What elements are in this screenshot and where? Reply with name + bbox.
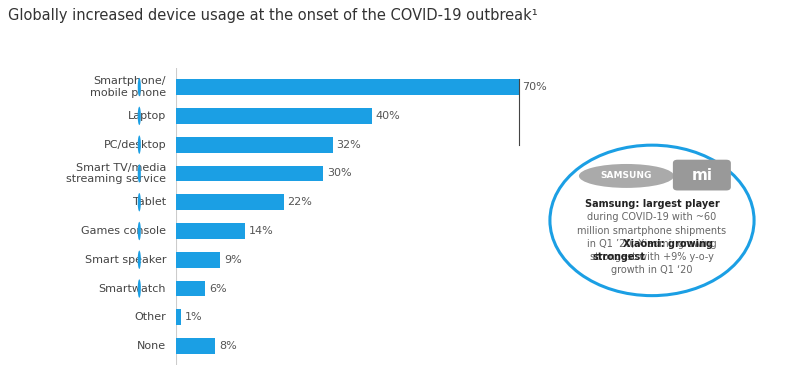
Text: Smart TV/media
streaming service: Smart TV/media streaming service bbox=[66, 163, 166, 184]
Bar bbox=[176, 79, 518, 95]
Text: Laptop: Laptop bbox=[128, 111, 166, 121]
Text: growth in Q1 ‘20: growth in Q1 ‘20 bbox=[611, 265, 693, 275]
Circle shape bbox=[138, 135, 141, 154]
Text: during COVID-19 with ~60: during COVID-19 with ~60 bbox=[587, 212, 717, 222]
Text: in Q1 ’20; Xiaomi: growing: in Q1 ’20; Xiaomi: growing bbox=[587, 239, 717, 249]
Text: strongest with +9% y-o-y: strongest with +9% y-o-y bbox=[590, 252, 714, 262]
Circle shape bbox=[138, 78, 141, 96]
Text: 1%: 1% bbox=[185, 312, 202, 322]
Bar bbox=[176, 280, 206, 296]
Text: 9%: 9% bbox=[224, 255, 242, 265]
Text: 14%: 14% bbox=[249, 226, 273, 236]
Bar bbox=[176, 137, 333, 153]
Circle shape bbox=[138, 164, 141, 183]
Bar bbox=[176, 338, 215, 354]
Bar bbox=[176, 166, 323, 181]
Text: 40%: 40% bbox=[376, 111, 401, 121]
Text: Globally increased device usage at the onset of the COVID-19 outbreak¹: Globally increased device usage at the o… bbox=[8, 8, 538, 22]
Ellipse shape bbox=[579, 164, 674, 188]
Text: Smartphone/
mobile phone: Smartphone/ mobile phone bbox=[90, 76, 166, 98]
Text: Other: Other bbox=[134, 312, 166, 322]
Text: Smartwatch: Smartwatch bbox=[98, 283, 166, 293]
Text: 22%: 22% bbox=[287, 197, 313, 207]
Text: Games console: Games console bbox=[82, 226, 166, 236]
Text: strongest: strongest bbox=[593, 252, 646, 262]
Text: None: None bbox=[137, 341, 166, 351]
Bar bbox=[176, 252, 220, 268]
Circle shape bbox=[138, 107, 141, 125]
Bar bbox=[176, 194, 284, 210]
Text: mi: mi bbox=[691, 168, 712, 182]
Text: million smartphone shipments: million smartphone shipments bbox=[578, 226, 726, 236]
Circle shape bbox=[138, 279, 141, 298]
Bar bbox=[176, 309, 181, 325]
Text: 32%: 32% bbox=[337, 140, 362, 150]
Bar bbox=[176, 223, 245, 239]
Text: Smart speaker: Smart speaker bbox=[85, 255, 166, 265]
Text: 70%: 70% bbox=[522, 82, 547, 92]
Circle shape bbox=[138, 250, 141, 269]
Text: Tablet: Tablet bbox=[133, 197, 166, 207]
FancyBboxPatch shape bbox=[673, 160, 731, 190]
Circle shape bbox=[138, 222, 141, 240]
Text: SAMSUNG: SAMSUNG bbox=[601, 171, 652, 180]
Text: 8%: 8% bbox=[219, 341, 237, 351]
Bar bbox=[176, 108, 372, 124]
Text: Xiaomi: growing: Xiaomi: growing bbox=[623, 239, 714, 249]
Text: Samsung: largest player: Samsung: largest player bbox=[585, 199, 719, 209]
Text: PC/desktop: PC/desktop bbox=[103, 140, 166, 150]
Text: 30%: 30% bbox=[326, 168, 351, 179]
Text: 6%: 6% bbox=[210, 283, 227, 293]
Circle shape bbox=[138, 193, 141, 211]
